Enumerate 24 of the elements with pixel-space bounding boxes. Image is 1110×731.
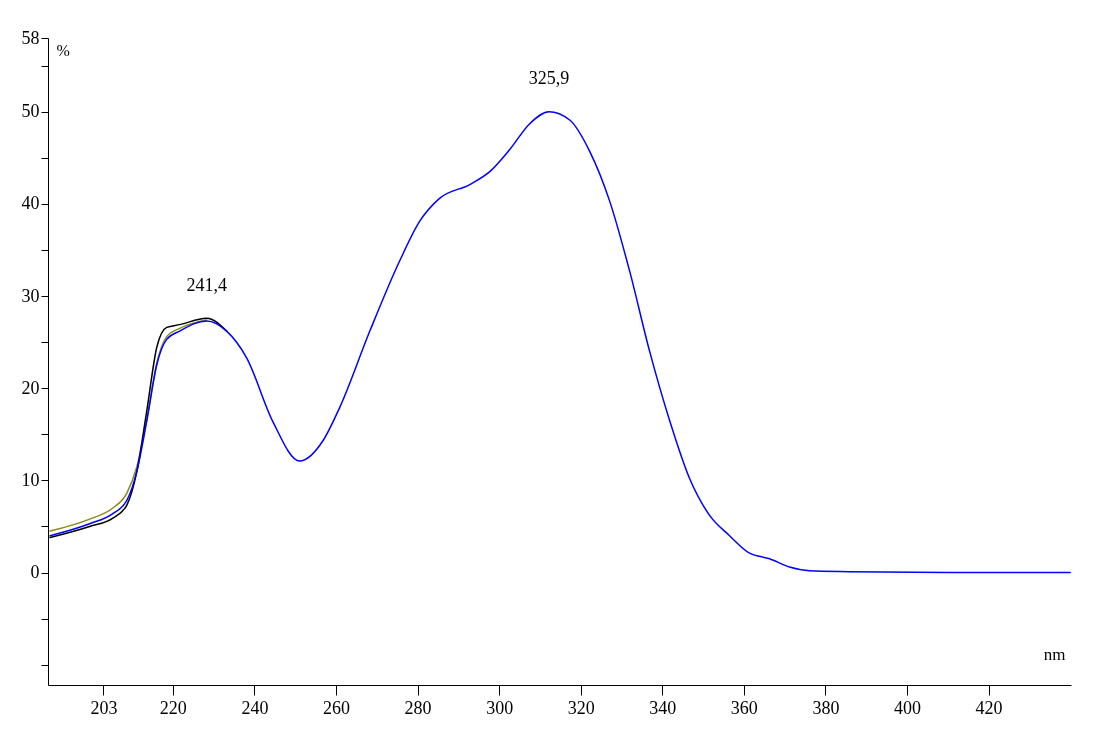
- annotation: 325,9: [528, 67, 570, 88]
- annotation: 241,4: [186, 275, 227, 296]
- x-tick-label: 320: [567, 697, 595, 718]
- x-tick-label: 300: [486, 697, 514, 718]
- y-tick-label: 10: [21, 469, 40, 490]
- x-tick-label: 220: [159, 697, 187, 718]
- x-tick-label: 360: [730, 697, 758, 718]
- x-tick-label: 340: [649, 697, 677, 718]
- y-tick-label: 58: [21, 27, 40, 48]
- y-tick-label: 0: [30, 562, 40, 583]
- x-tick-label: 420: [975, 697, 1003, 718]
- y-axis-title: %: [56, 41, 70, 59]
- x-tick-label: 380: [812, 697, 840, 718]
- x-tick-label: 280: [404, 697, 432, 718]
- y-tick-label: 50: [21, 101, 40, 122]
- y-tick-label: 40: [21, 193, 40, 214]
- x-tick-label: 260: [322, 697, 350, 718]
- x-tick-label: 203: [90, 697, 118, 718]
- x-tick-label: 240: [241, 697, 269, 718]
- x-tick-label: 400: [894, 697, 922, 718]
- line-series: [49, 110, 1071, 574]
- y-tick-label: 30: [21, 285, 40, 306]
- y-tick-label: 20: [21, 377, 40, 398]
- x-axis-title: nm: [1043, 644, 1066, 664]
